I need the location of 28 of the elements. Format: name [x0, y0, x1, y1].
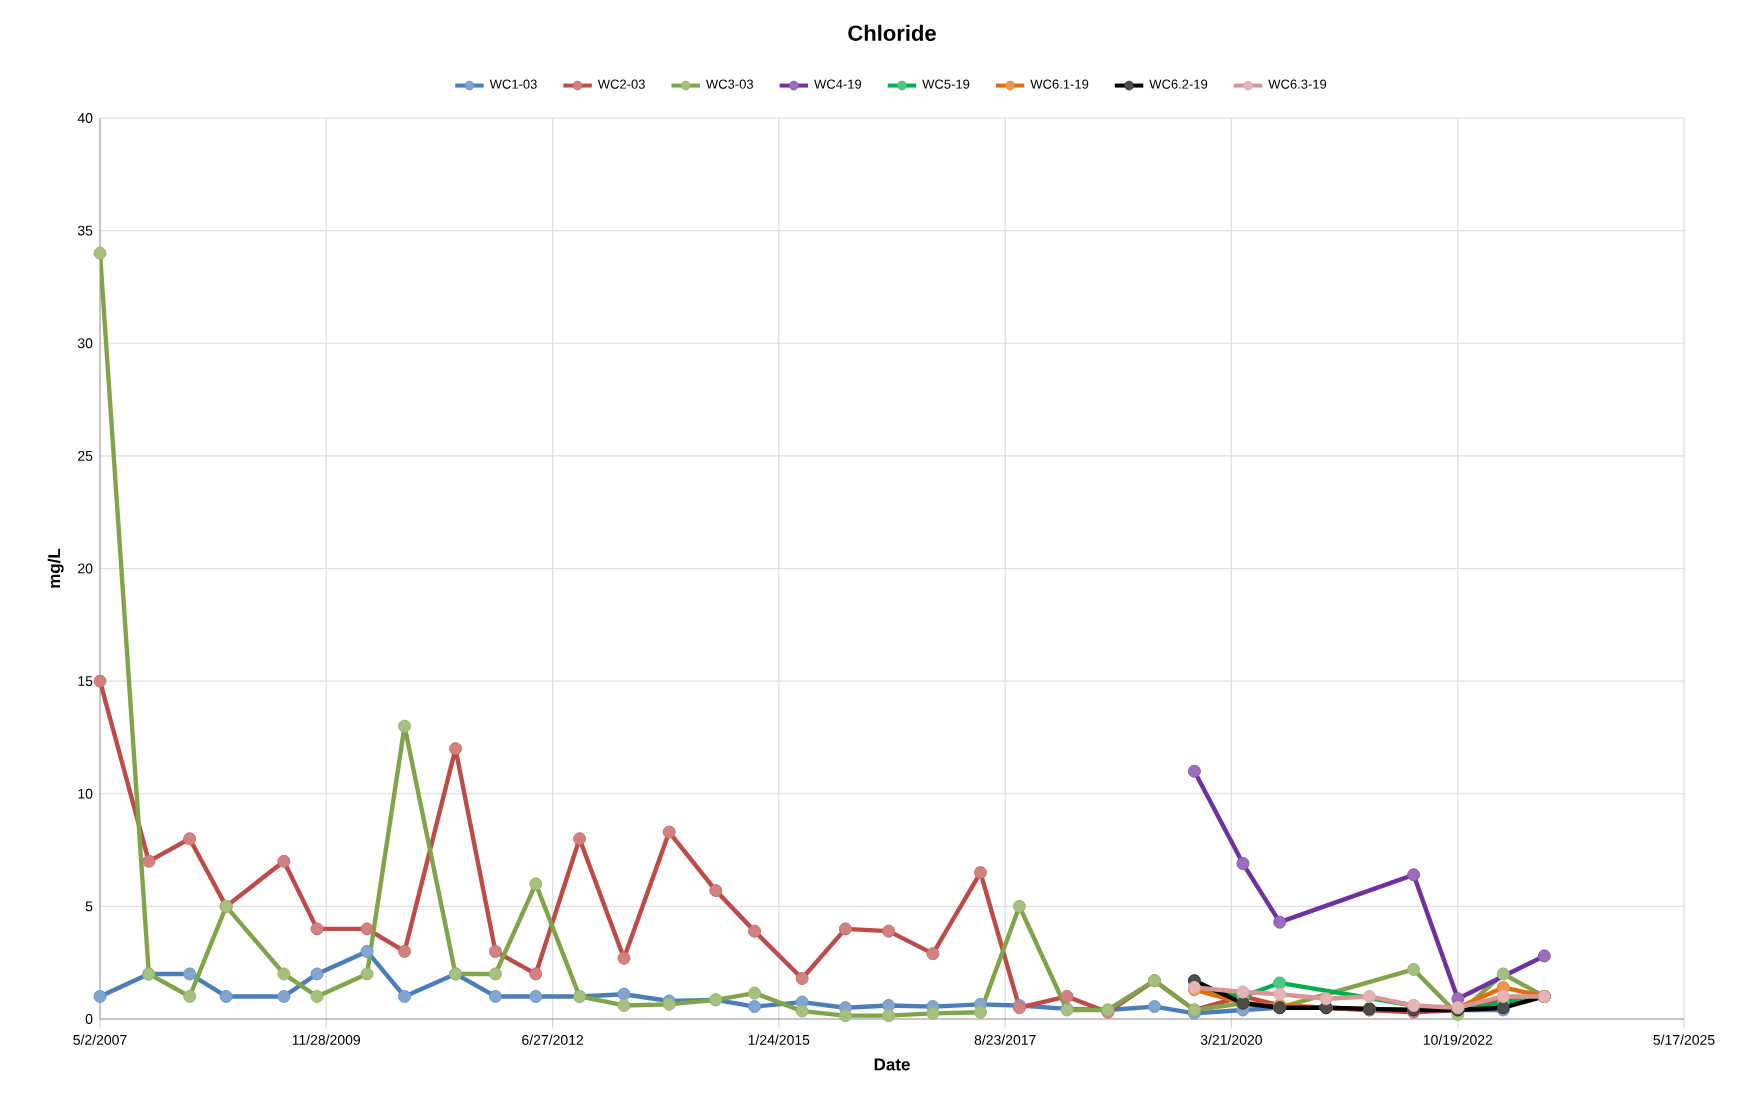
- legend-label: WC6.3-19: [1268, 79, 1327, 89]
- y-tick-label: 25: [78, 450, 93, 461]
- x-tick-label: 8/23/2017: [974, 1034, 1036, 1045]
- chart-title: Chloride: [848, 24, 936, 41]
- y-tick-label: 5: [85, 901, 93, 912]
- x-tick-label: 10/19/2022: [1423, 1034, 1493, 1045]
- legend-label: WC2-03: [597, 79, 645, 89]
- y-tick-label: 10: [78, 788, 93, 799]
- y-tick-label: 35: [77, 225, 93, 236]
- x-tick-label: 3/21/2020: [1200, 1034, 1262, 1045]
- y-tick-label: 20: [78, 563, 93, 574]
- x-tick-label: 11/28/2009: [292, 1034, 361, 1045]
- y-tick-label: 40: [77, 113, 93, 123]
- legend-label: WC4-19: [814, 79, 862, 89]
- x-tick-label: 1/24/2015: [748, 1034, 810, 1045]
- legend-label: WC5-19: [922, 79, 970, 89]
- y-axis-title: mg/L: [47, 548, 64, 588]
- x-tick-label: 5/17/2025: [1653, 1034, 1715, 1045]
- x-tick-label: 5/2/2007: [73, 1034, 127, 1045]
- y-tick-label: 15: [78, 676, 93, 686]
- x-axis-title: Date: [874, 1058, 910, 1071]
- x-tick-label: 6/27/2012: [522, 1034, 584, 1045]
- y-tick-label: 30: [77, 338, 93, 349]
- legend-label: WC6.1-19: [1030, 79, 1089, 89]
- legend-label: WC6.2-19: [1149, 79, 1208, 89]
- legend-label: WC3-03: [706, 79, 754, 89]
- legend-label: WC1-03: [489, 79, 537, 89]
- y-tick-label: 0: [85, 1014, 93, 1024]
